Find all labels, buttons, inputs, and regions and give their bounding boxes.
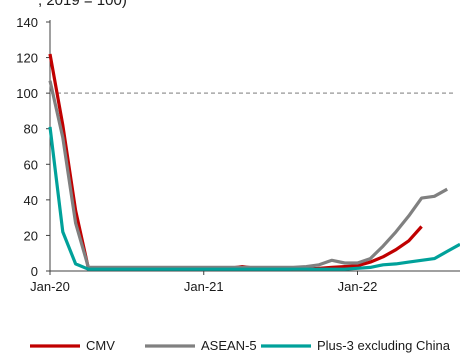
chart-header-fragment: , 2019 = 100) [38, 0, 127, 9]
axes-layer: 0 20 40 60 80 100 120 140 Jan-20 Jan-21 Jan-22 [16, 15, 460, 294]
y-tick-label: 60 [24, 157, 38, 172]
series-line-plus-3-excluding-china [48, 126, 460, 271]
legend: CMV ASEAN-5 Plus-3 excluding China [30, 338, 451, 353]
legend-label-plus-3-excluding-china: Plus-3 excluding China [317, 338, 451, 353]
y-tick-label: 0 [31, 264, 38, 279]
x-tick-label: Jan-22 [338, 279, 378, 294]
x-tick-label: Jan-20 [30, 279, 70, 294]
legend-label-cmv: CMV [86, 338, 115, 353]
y-tick-label: 20 [24, 228, 38, 243]
y-tick-label: 120 [16, 51, 38, 66]
y-tick-label: 100 [16, 86, 38, 101]
x-tick-label: Jan-21 [184, 279, 224, 294]
series-layer [48, 53, 460, 271]
y-tick-label: 80 [24, 122, 38, 137]
series-line-asean-5 [48, 80, 448, 269]
legend-label-asean-5: ASEAN-5 [201, 338, 257, 353]
y-tick-label: 40 [24, 193, 38, 208]
y-tick-label: 140 [16, 15, 38, 30]
series-line-cmv [48, 53, 423, 271]
